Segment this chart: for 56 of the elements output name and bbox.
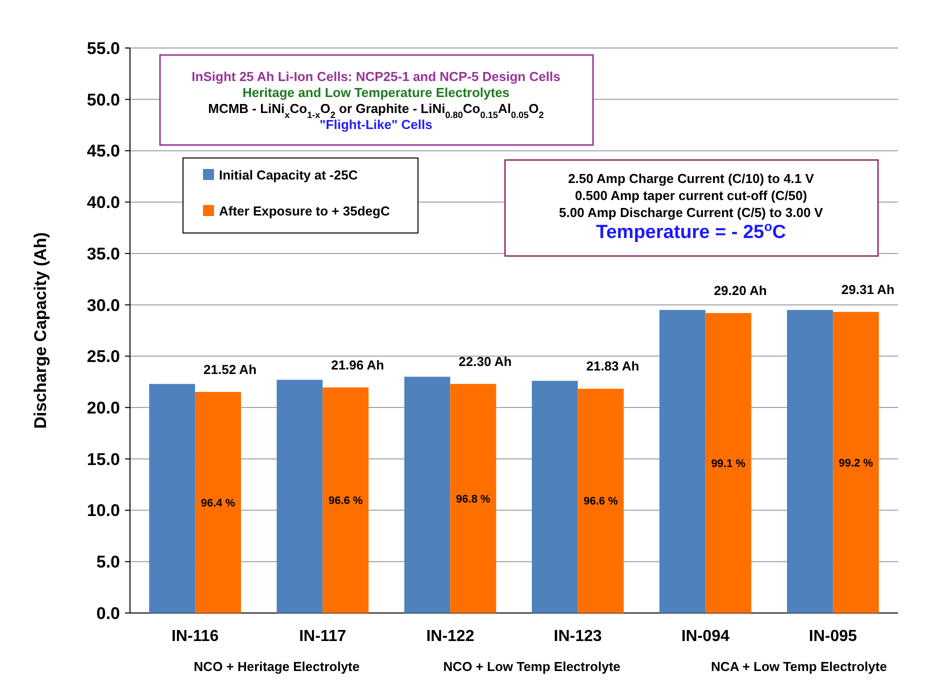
- bar: [659, 310, 706, 613]
- bar: [450, 384, 496, 613]
- bar: [578, 388, 624, 613]
- bar: [404, 376, 450, 613]
- bar: [532, 380, 578, 613]
- text: 15.0: [86, 450, 120, 469]
- text: 50.0: [86, 90, 120, 110]
- x-tick-label: IN-095: [808, 628, 858, 645]
- text: 5.0: [96, 552, 120, 572]
- annotation: 96.4 %: [200, 497, 236, 510]
- text: 30.0: [86, 296, 120, 315]
- bar: [195, 392, 241, 613]
- data-label: 29.31 Ah: [841, 282, 894, 297]
- bar: [149, 384, 196, 613]
- annotation: 0.500 Amp taper current cut-off (C/50): [574, 188, 808, 203]
- text: 25.0: [86, 347, 120, 366]
- x-tick-label: IN-117: [299, 628, 346, 645]
- data-label: 21.52 Ah: [204, 362, 257, 377]
- annotation: 99.1 %: [711, 458, 746, 470]
- text: 35.0: [86, 244, 120, 264]
- text: NCA + Low Temp Electrolyte: [711, 659, 887, 674]
- text: 20.0: [86, 398, 120, 418]
- bar: [787, 310, 833, 613]
- text: MCMB - LiNi$_{x}$Co$_{1-x}$O$_{2}$ or Graphite - LiNi$_{0.80}$Co$_{0.15}$Al$_{0.05}$O$_{2}$: [208, 101, 544, 120]
- data-label: 22.30 Ah: [458, 354, 512, 369]
- annotation: Temperature = - 25$^{o}$C: [596, 218, 786, 243]
- text: 40.0: [86, 193, 120, 212]
- bar: [276, 380, 323, 613]
- text: 0.0: [96, 604, 120, 623]
- bar: [832, 312, 879, 613]
- data-label: 29.20 Ah: [714, 283, 767, 298]
- x-tick-label: IN-094: [681, 628, 730, 645]
- annotation: 96.6 %: [328, 495, 363, 508]
- text: NCO + Heritage Electrolyte: [194, 659, 360, 674]
- text: 55.0: [86, 38, 120, 58]
- text: NCO + Low Temp Electrolyte: [443, 659, 620, 674]
- annotation: 96.6 %: [584, 496, 618, 508]
- y-axis-title: Discharge Capacity (Ah): [31, 232, 50, 429]
- text: Heritage and Low Temperature Electrolytes: [242, 85, 510, 100]
- data-label: 21.83 Ah: [586, 358, 640, 374]
- annotation: 2.50 Amp Charge Current (C/10) to 4.1 V: [568, 171, 814, 186]
- data-label: 21.96 Ah: [331, 357, 384, 372]
- bar: [705, 313, 752, 613]
- text: 45.0: [86, 142, 120, 161]
- legend-label: After Exposure to + 35degC: [219, 204, 390, 219]
- bar: [322, 387, 369, 613]
- annotation: 96.8 %: [456, 493, 491, 506]
- legend-label: Initial Capacity at -25C: [219, 168, 358, 183]
- text: 10.0: [86, 501, 120, 520]
- annotation: 5.00 Amp Discharge Current (C/5) to 3.00 V: [559, 205, 824, 220]
- annotation: "Flight-Like" Cells: [320, 117, 432, 132]
- text: InSight 25 Ah Li-Ion Cells: NCP25-1 and NCP-5 Design Cells: [192, 69, 560, 84]
- x-tick-label: IN-123: [554, 628, 602, 645]
- x-tick-label: IN-122: [426, 628, 474, 645]
- annotation: 99.2 %: [838, 457, 874, 470]
- x-tick-label: IN-116: [171, 628, 219, 645]
